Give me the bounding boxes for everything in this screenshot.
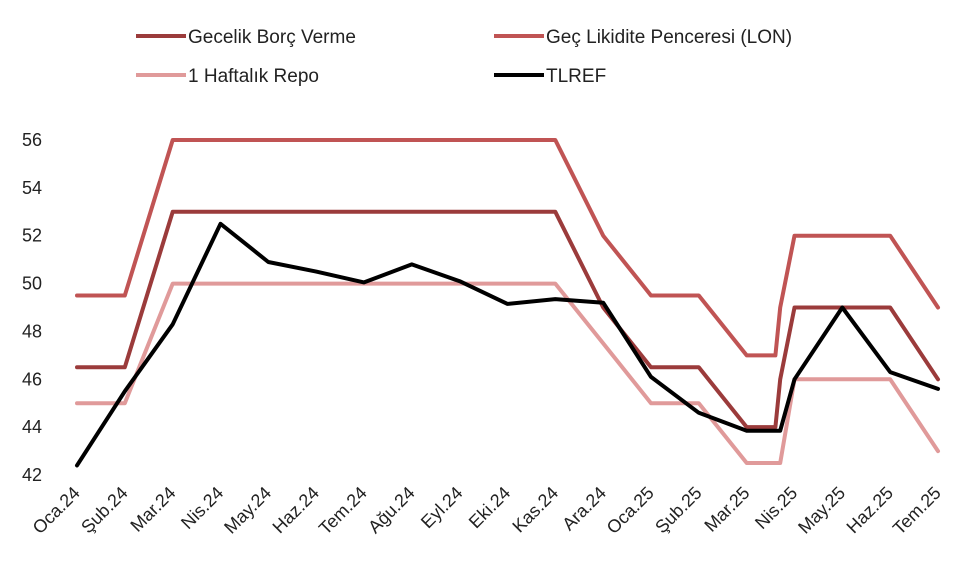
series-line-2 <box>75 281 940 465</box>
y-tick-label: 50 <box>22 274 42 294</box>
legend-label: Geç Likidite Penceresi (LON) <box>546 27 792 48</box>
x-tick-label: Ağu.24 <box>364 483 418 537</box>
y-tick-label: 44 <box>22 417 42 437</box>
series-line-1 <box>75 138 940 358</box>
x-axis: Oca.24Şub.24Mar.24Nis.24May.24Haz.24Tem.… <box>29 483 945 539</box>
x-tick-label: Eki.24 <box>465 483 515 533</box>
y-tick-label: 54 <box>22 178 42 198</box>
y-tick-label: 56 <box>22 130 42 150</box>
legend-label: TLREF <box>546 66 606 87</box>
legend-label: 1 Haftalık Repo <box>188 66 319 87</box>
series-line-3 <box>75 221 940 468</box>
x-tick-label: Şub.24 <box>77 483 131 537</box>
x-tick-label: Nis.25 <box>751 483 801 533</box>
legend-label: Gecelik Borç Verme <box>188 27 356 48</box>
y-axis: 42 44 46 48 50 52 54 56 <box>22 130 42 485</box>
x-tick-label: Haz.25 <box>843 483 897 537</box>
plot-area <box>75 138 940 468</box>
x-tick-label: Nis.24 <box>177 483 227 533</box>
y-tick-label: 48 <box>22 321 42 341</box>
x-tick-label: Haz.24 <box>269 483 323 537</box>
y-tick-label: 42 <box>22 465 42 485</box>
y-tick-label: 52 <box>22 226 42 246</box>
x-tick-label: May.25 <box>794 483 849 538</box>
x-tick-label: Mar.24 <box>126 483 179 536</box>
x-tick-label: Tem.24 <box>315 483 371 539</box>
x-tick-label: Ara.24 <box>558 483 610 535</box>
x-tick-label: Eyl.24 <box>417 483 467 533</box>
x-tick-label: Oca.25 <box>603 483 658 538</box>
x-tick-label: Kas.24 <box>508 483 562 537</box>
x-tick-label: May.24 <box>220 483 275 538</box>
x-tick-label: Tem.25 <box>889 483 945 539</box>
x-tick-label: Oca.24 <box>29 483 84 538</box>
legend: Gecelik Borç Verme Geç Likidite Penceresi… <box>136 27 792 87</box>
y-tick-label: 46 <box>22 369 42 389</box>
series-line-0 <box>75 209 940 430</box>
x-tick-label: Şub.25 <box>651 483 705 537</box>
x-tick-label: Mar.25 <box>700 483 753 536</box>
